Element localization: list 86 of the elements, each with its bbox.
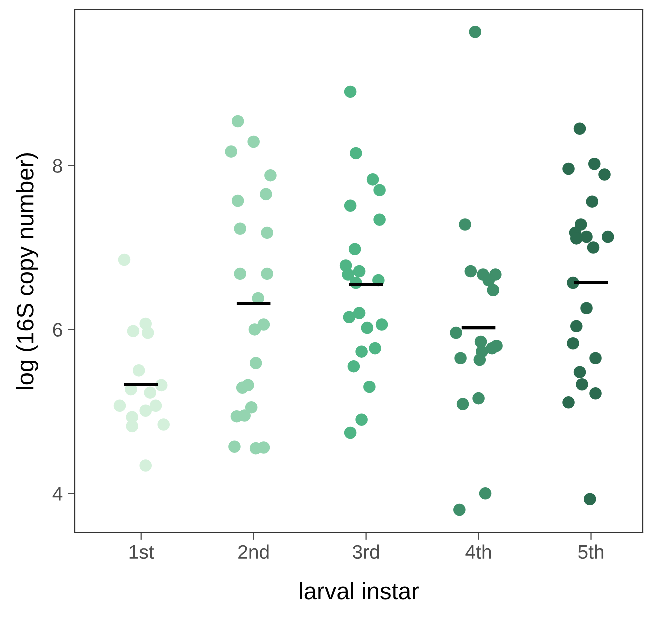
point <box>469 26 482 38</box>
x-axis-title: larval instar <box>300 582 419 600</box>
point <box>580 302 593 315</box>
point <box>486 342 498 355</box>
point <box>482 274 496 287</box>
point <box>588 158 601 170</box>
point <box>576 378 588 391</box>
point <box>574 122 586 135</box>
point <box>356 346 368 358</box>
point <box>464 265 478 278</box>
point <box>248 136 260 148</box>
point <box>374 214 386 226</box>
point <box>454 504 466 516</box>
point <box>580 230 593 244</box>
point <box>570 320 583 333</box>
point <box>459 218 472 231</box>
point <box>150 400 162 412</box>
point <box>562 162 575 176</box>
point <box>144 386 156 399</box>
y-tick-label: 8 <box>53 159 62 173</box>
point <box>258 318 270 331</box>
point <box>248 324 262 336</box>
point <box>361 322 374 334</box>
point <box>114 400 126 412</box>
point <box>127 325 140 338</box>
point <box>118 254 131 266</box>
point <box>454 352 467 365</box>
point <box>261 226 274 240</box>
point <box>356 414 368 426</box>
point <box>343 311 356 324</box>
point <box>132 364 146 377</box>
point <box>574 366 586 378</box>
point <box>232 115 244 128</box>
point <box>587 242 600 254</box>
point <box>234 268 246 280</box>
point <box>348 360 360 373</box>
point <box>562 396 575 409</box>
point <box>348 243 362 256</box>
point <box>487 284 500 296</box>
point <box>245 401 258 414</box>
point <box>456 398 470 410</box>
x-tick-label: 1st <box>130 546 154 560</box>
point <box>250 357 262 370</box>
point <box>140 404 152 417</box>
point <box>450 326 462 340</box>
x-tick-label: 2nd <box>238 544 269 560</box>
point <box>479 488 492 500</box>
point <box>369 342 382 355</box>
point <box>344 426 357 440</box>
point <box>342 268 354 281</box>
point <box>260 188 272 201</box>
y-axis-title: log (16S copy number) <box>16 154 38 390</box>
x-tick-label: 3rd <box>353 544 380 560</box>
point <box>590 388 602 400</box>
point <box>374 184 386 196</box>
y-tick-label: 4 <box>52 487 63 501</box>
point <box>242 379 254 392</box>
point <box>366 174 380 186</box>
point <box>234 222 246 236</box>
y-tick-label: 6 <box>53 323 62 337</box>
point <box>567 338 580 350</box>
point <box>353 265 366 278</box>
point <box>232 194 244 208</box>
point <box>264 169 277 182</box>
point <box>228 440 241 454</box>
point <box>584 493 596 506</box>
point <box>602 230 614 244</box>
point <box>344 86 357 98</box>
point <box>261 268 274 280</box>
point <box>350 147 362 160</box>
point <box>472 392 485 405</box>
point <box>586 196 599 208</box>
point <box>598 168 611 181</box>
point <box>376 318 388 331</box>
x-tick-label: 4th <box>466 544 492 560</box>
point <box>474 354 486 366</box>
point <box>364 380 376 394</box>
x-tick-label: 5th <box>578 544 604 560</box>
point <box>155 379 168 392</box>
point <box>140 460 152 472</box>
point <box>344 200 357 212</box>
point <box>142 326 154 340</box>
point <box>158 418 170 431</box>
point <box>590 352 602 365</box>
point <box>353 307 366 320</box>
point <box>225 146 238 158</box>
